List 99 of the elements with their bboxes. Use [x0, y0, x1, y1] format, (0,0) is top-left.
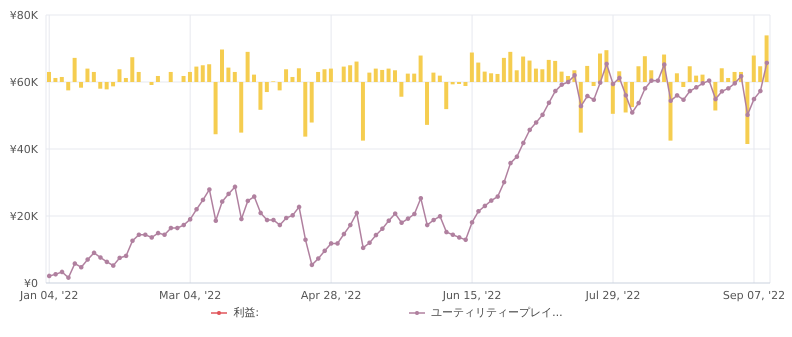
bar [592, 82, 596, 86]
y-tick-label: ¥60K [10, 76, 39, 89]
bar [85, 68, 90, 82]
bar [399, 82, 404, 97]
bar [246, 52, 250, 82]
bar [482, 72, 487, 82]
bar [386, 68, 391, 82]
bar [431, 72, 436, 82]
bar [60, 76, 64, 82]
bar [232, 72, 237, 82]
bar [514, 70, 519, 82]
bar [303, 82, 308, 137]
bar [528, 60, 532, 82]
bar [553, 60, 558, 82]
bar [130, 57, 134, 82]
bar [681, 82, 686, 88]
bar [374, 68, 378, 82]
bar [207, 64, 212, 82]
bar [117, 69, 122, 82]
x-tick-label: Jun 15, '22 [442, 288, 502, 302]
bar [92, 72, 96, 82]
bar [79, 82, 84, 88]
bar [489, 73, 494, 82]
bar [290, 76, 294, 82]
bar [502, 58, 506, 82]
bar [476, 62, 480, 82]
bar [546, 60, 551, 82]
x-tick-label: Sep 07, '22 [722, 288, 786, 302]
bar [264, 82, 269, 92]
bar [284, 69, 288, 82]
x-tick-label: Mar 04, '22 [159, 288, 222, 302]
y-tick-label: ¥80K [10, 8, 39, 22]
bar [226, 68, 230, 82]
bar [674, 73, 679, 82]
bar [444, 82, 448, 110]
bar [540, 69, 544, 82]
bar [348, 65, 352, 82]
bar [360, 82, 365, 141]
bar [156, 76, 160, 82]
bar [463, 82, 468, 86]
legend-label: 利益: [233, 305, 260, 320]
x-tick-label: Jul 29, '22 [584, 288, 640, 302]
bar [726, 78, 730, 82]
bar [534, 68, 538, 82]
bar [72, 58, 77, 82]
bar [752, 56, 756, 82]
bar [182, 76, 186, 82]
bar [278, 82, 282, 90]
bar [521, 56, 526, 82]
bar [168, 72, 173, 82]
bar [508, 52, 512, 82]
bar [328, 68, 333, 82]
bar [406, 74, 410, 82]
legend-label: ユーティリティープレイ... [431, 305, 563, 320]
bar [258, 82, 262, 110]
bar [98, 82, 102, 89]
bar [188, 72, 192, 82]
bar [688, 66, 692, 82]
x-tick-label: Apr 28, '22 [300, 288, 362, 302]
bar [630, 82, 634, 108]
bar [296, 68, 301, 82]
bar [354, 62, 359, 82]
bar [316, 72, 320, 82]
bar [470, 52, 474, 82]
y-tick-label: ¥20K [10, 210, 39, 223]
bar [239, 82, 244, 133]
bar [380, 70, 384, 82]
x-tick-label: Jan 04, '22 [18, 288, 78, 302]
bar [636, 66, 640, 82]
bar [214, 82, 218, 134]
bar [66, 82, 70, 90]
bar [322, 69, 327, 82]
bar [425, 82, 430, 125]
bar [53, 78, 58, 82]
bar [342, 66, 346, 82]
bar [367, 72, 372, 82]
bar [418, 56, 423, 82]
bar [200, 65, 205, 82]
bar [495, 74, 500, 82]
bar [124, 78, 128, 82]
bar [694, 76, 698, 82]
bar [720, 68, 724, 82]
bar [642, 56, 647, 82]
bar [585, 66, 590, 82]
bar [136, 72, 141, 82]
bar [252, 74, 256, 82]
bar [310, 82, 314, 123]
bar [104, 82, 109, 90]
bar [438, 76, 442, 82]
bar [220, 50, 224, 82]
y-tick-label: ¥0 [24, 276, 38, 290]
bar [392, 70, 397, 82]
bar [150, 82, 154, 86]
bar [758, 66, 762, 82]
y-tick-label: ¥40K [10, 142, 39, 156]
bar [111, 82, 116, 86]
bar [412, 74, 416, 82]
bar [194, 66, 198, 82]
bar [47, 72, 51, 82]
